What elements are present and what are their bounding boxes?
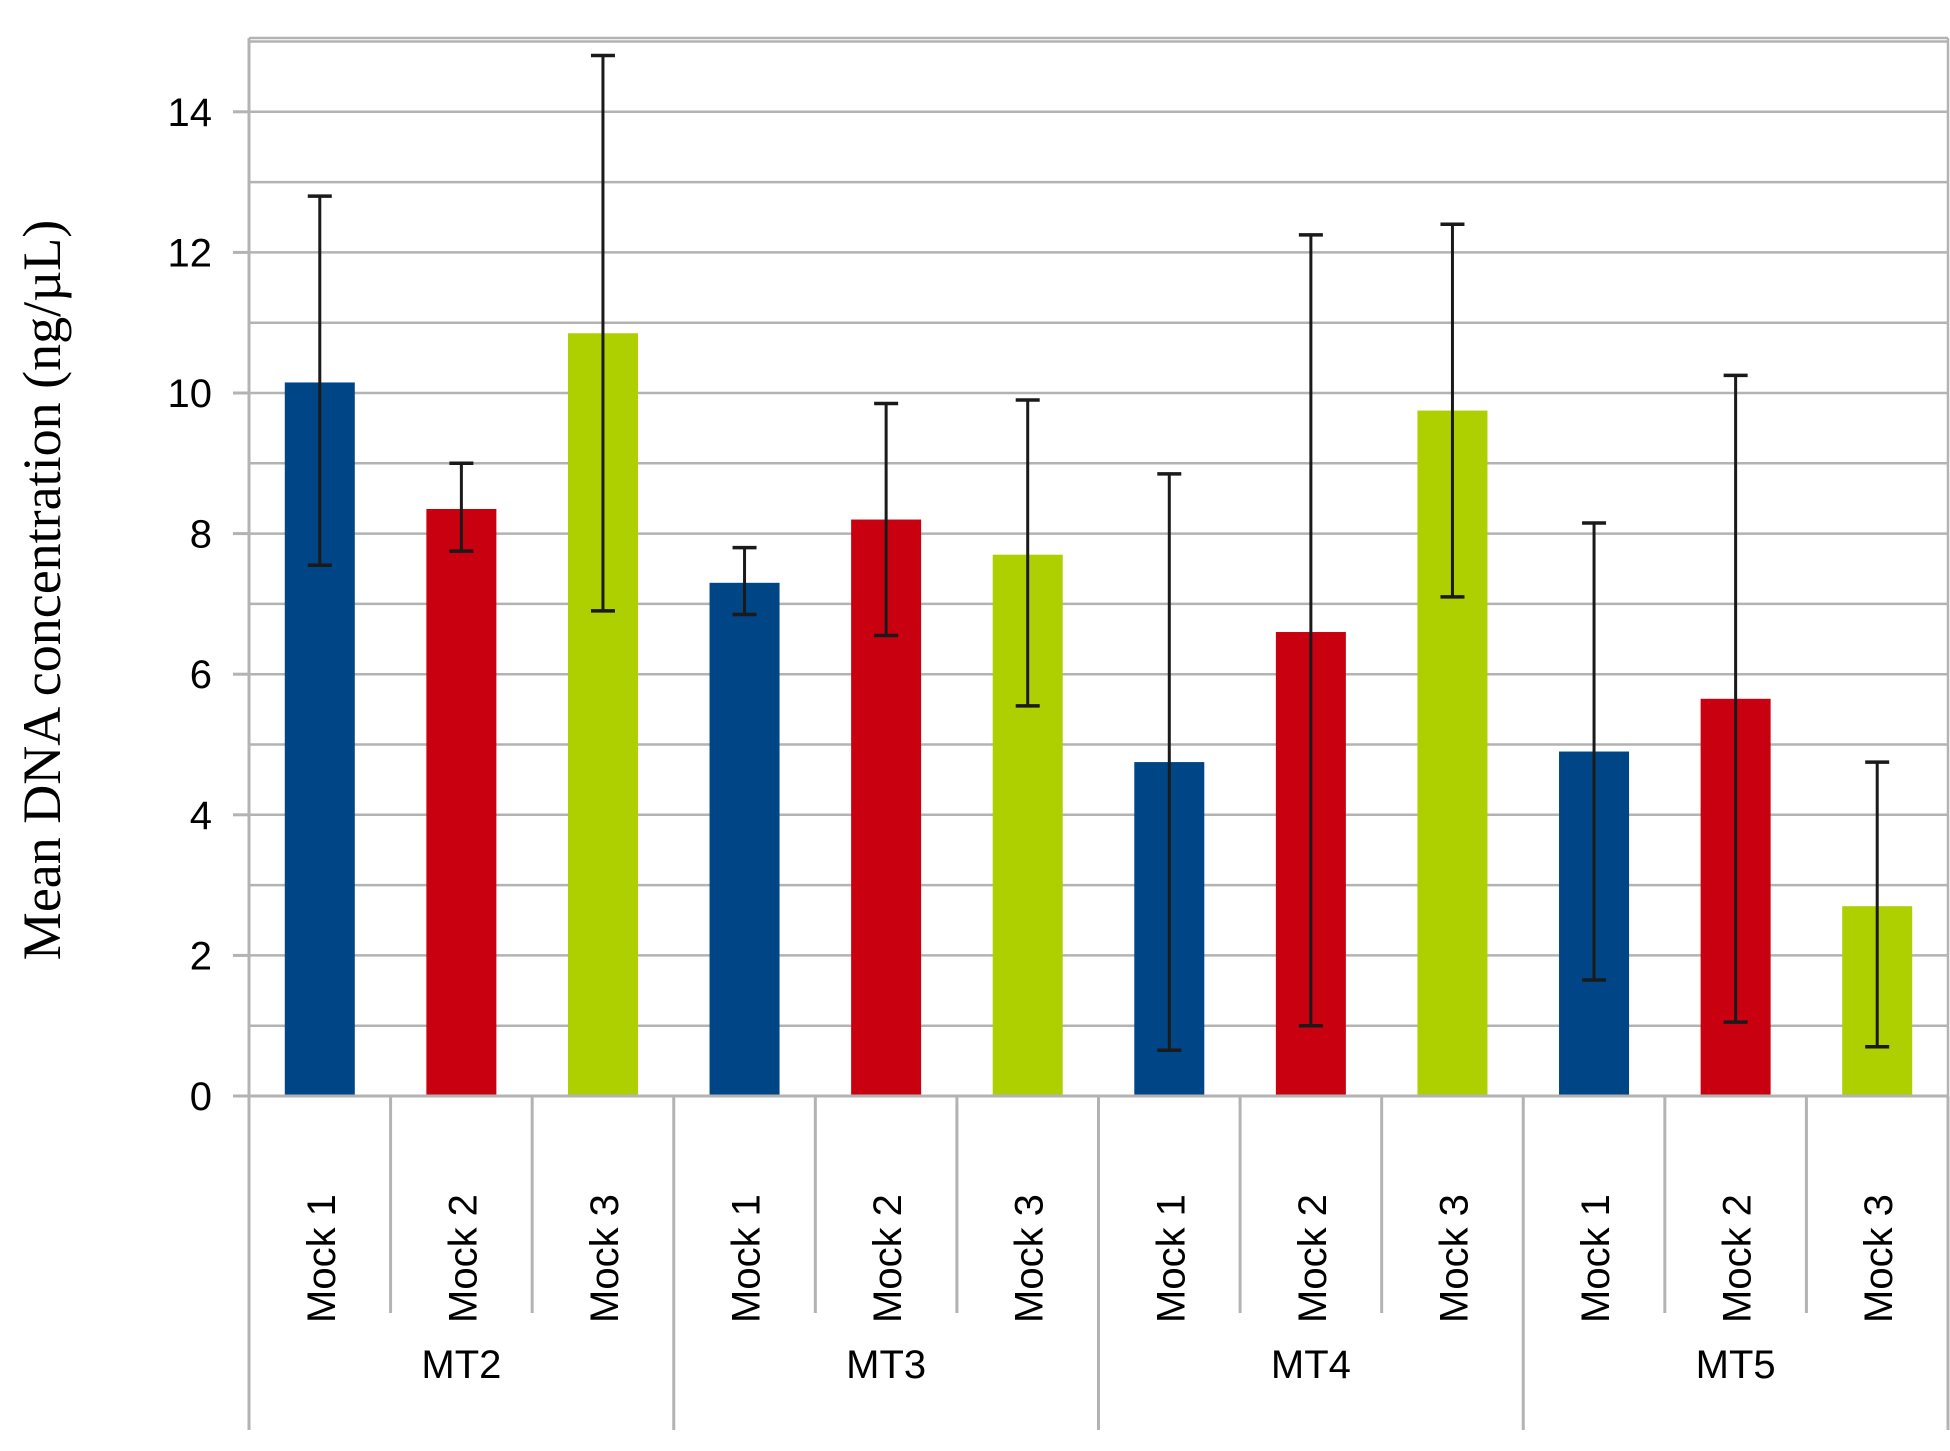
y-tick-labels: 0 2 4 6 8 10 12 14 [168,91,213,1119]
group-label: MT3 [846,1343,926,1387]
y-tick-label: 12 [168,231,213,275]
error-bar [1440,222,1465,599]
error-bar [1582,521,1607,982]
category-label: Mock 2 [1716,1194,1760,1323]
category-label: Mock 1 [300,1194,344,1323]
error-bar [1865,760,1890,1049]
y-axis-title: Mean DNA concentration (ng/µL) [12,220,72,960]
group-label: MT5 [1696,1343,1776,1387]
category-label: Mock 1 [725,1194,769,1323]
category-labels: Mock 1 Mock 2 Mock 3 Mock 1 Mock 2 Mock 3 Mock… [300,1194,1901,1323]
axes [233,38,1950,1430]
category-label: Mock 1 [1149,1194,1193,1323]
error-bar [1723,373,1748,1024]
y-tick-label: 2 [190,934,212,978]
error-bar [590,53,615,613]
y-tick-label: 0 [190,1075,212,1119]
y-tick-label: 10 [168,372,213,416]
error-bar [732,545,757,617]
error-bar [1157,472,1182,1053]
group-label: MT4 [1271,1343,1351,1387]
y-tick-label: 6 [190,653,212,697]
category-label: Mock 2 [866,1194,910,1323]
error-bars [307,53,1890,1053]
group-labels: MT2 MT3 MT4 MT5 [421,1343,1775,1387]
category-label: Mock 2 [441,1194,485,1323]
bar [709,582,780,1096]
category-label: Mock 3 [1008,1194,1052,1323]
category-label: Mock 1 [1574,1194,1618,1323]
bar [426,508,497,1096]
y-tick-label: 8 [190,513,212,557]
gridlines [249,36,1950,1098]
category-label: Mock 3 [583,1194,627,1323]
error-bar [307,194,332,567]
y-tick-label: 4 [190,794,212,838]
y-tick-label: 14 [168,91,213,135]
error-bar [1015,398,1040,708]
category-label: Mock 3 [1857,1194,1901,1323]
group-label: MT2 [421,1343,501,1387]
category-label: Mock 3 [1432,1194,1476,1323]
error-bar [1298,233,1323,1028]
error-bar [449,461,474,553]
bars [284,333,1913,1097]
category-label: Mock 2 [1291,1194,1335,1323]
error-bar [874,401,899,638]
